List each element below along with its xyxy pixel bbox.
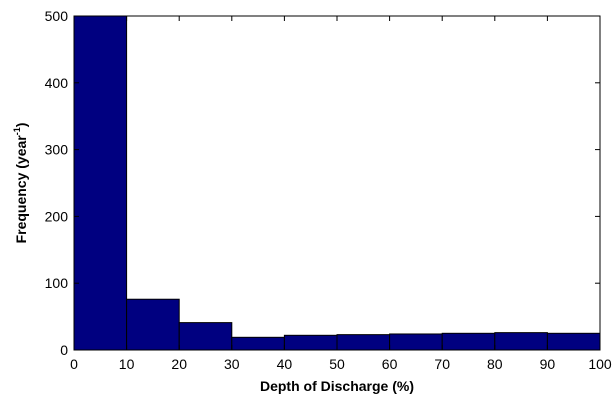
histogram-bar: [546, 332, 601, 351]
y-tick-label: 400: [45, 75, 69, 91]
x-tick-label: 10: [119, 356, 135, 372]
x-tick-label: 60: [382, 356, 398, 372]
y-tick-label: 0: [60, 342, 68, 358]
y-tick-label: 300: [45, 142, 69, 158]
y-axis-label-close: ): [13, 123, 29, 128]
histogram-bar: [73, 15, 128, 351]
x-tick-label: 0: [70, 356, 78, 372]
histogram-bar: [494, 332, 548, 351]
x-tick-label: 80: [487, 356, 503, 372]
x-tick-label: 100: [588, 356, 612, 372]
y-axis-label-main: Frequency (year: [13, 135, 29, 244]
histogram-bar: [441, 332, 496, 351]
y-tick-label: 200: [45, 208, 69, 224]
ticks-group: 0 10 20 30 40 50 60 70 80 90 100 0 100 200 300 400 500: [45, 8, 612, 372]
histogram-bar: [389, 333, 443, 351]
x-tick-label: 40: [277, 356, 293, 372]
histogram-bar: [231, 336, 285, 351]
histogram-bar: [283, 334, 338, 351]
y-tick-label: 100: [45, 275, 69, 291]
histogram-bar: [126, 298, 180, 351]
x-tick-label: 20: [171, 356, 187, 372]
x-tick-label: 50: [329, 356, 345, 372]
histogram-bar: [178, 322, 233, 351]
histogram-bar: [336, 334, 391, 351]
y-tick-label: 500: [45, 8, 69, 24]
y-axis-label-sup: -1: [12, 127, 22, 135]
x-tick-label: 90: [540, 356, 556, 372]
x-tick-label: 70: [434, 356, 450, 372]
x-axis-label: Depth of Discharge (%): [260, 378, 414, 394]
bars-group: [73, 15, 601, 351]
x-tick-label: 30: [224, 356, 240, 372]
y-axis-label: Frequency (year-1): [12, 123, 29, 244]
